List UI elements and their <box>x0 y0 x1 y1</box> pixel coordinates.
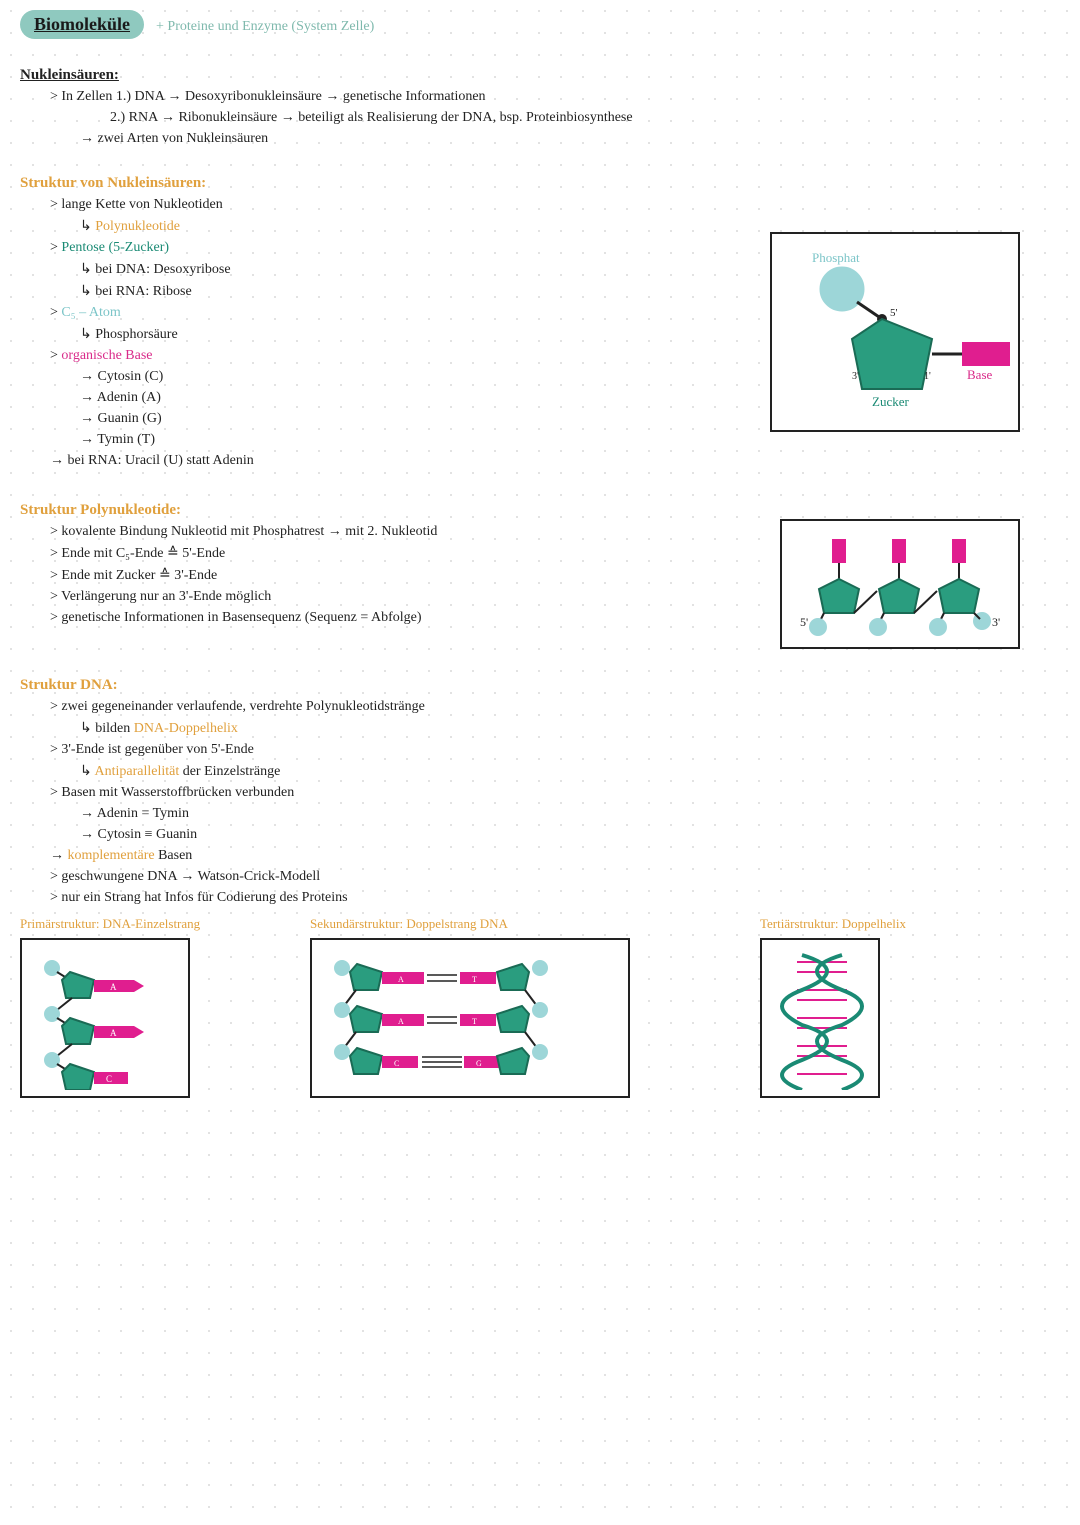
section-struktur-dna: Struktur DNA: > zwei gegeneinander verla… <box>20 677 1060 1098</box>
text-line: ↳ bei RNA: Ribose <box>80 283 750 300</box>
text-line: > geschwungene DNA → Watson-Crick-Modell <box>50 869 1060 885</box>
secondary-structure: Sekundärstruktur: Doppelstrang DNA A <box>310 916 730 1098</box>
svg-text:A: A <box>110 1028 117 1038</box>
text-line: → Tymin (T) <box>80 432 750 448</box>
text-line: → Cytosin (C) <box>80 369 750 385</box>
svg-text:C: C <box>106 1074 112 1084</box>
primary-svg: A A <box>32 950 182 1090</box>
text-line: ↳ Polynukleotide <box>80 218 750 235</box>
text-line: > C₅ – Atom <box>50 305 750 321</box>
text-line: ↳ bei DNA: Desoxyribose <box>80 261 750 278</box>
polynucleotide-diagram: 5' 3' <box>780 519 1020 649</box>
heading: Nukleinsäuren: <box>20 67 1060 84</box>
svg-text:Phosphat: Phosphat <box>812 250 860 265</box>
text-line: → Guanin (G) <box>80 411 750 427</box>
tertiary-structure: Tertiärstruktur: Doppelhelix <box>760 916 1020 1098</box>
section-nukleinsauren: Nukleinsäuren: > In Zellen 1.) DNA → Des… <box>20 67 1060 147</box>
text-line: → Adenin (A) <box>80 390 750 406</box>
text-line: → Cytosin ≡ Guanin <box>80 827 1060 843</box>
svg-text:T: T <box>472 1017 477 1026</box>
struct-title: Primärstruktur: DNA-Einzelstrang <box>20 916 280 932</box>
text-line: → bei RNA: Uracil (U) statt Adenin <box>50 453 750 469</box>
svg-text:5': 5' <box>800 615 808 629</box>
svg-text:A: A <box>398 1017 404 1026</box>
svg-text:A: A <box>398 975 404 984</box>
text-line: > genetische Informationen in Basenseque… <box>50 610 760 626</box>
svg-text:A: A <box>110 982 117 992</box>
svg-text:5': 5' <box>890 307 898 319</box>
section-struktur-nukleinsauren: Struktur von Nukleinsäuren: > lange Kett… <box>20 175 1060 474</box>
heading: Struktur von Nukleinsäuren: <box>20 175 1060 192</box>
text-line: > lange Kette von Nukleotiden <box>50 197 750 213</box>
helix-svg <box>772 950 872 1090</box>
text-line: ↳ bilden DNA-Doppelhelix <box>80 720 1060 737</box>
text-line: > Ende mit C₅-Ende ≙ 5'-Ende <box>50 545 760 562</box>
structure-diagrams-row: Primärstruktur: DNA-Einzelstrang A <box>20 916 1060 1098</box>
text-line: > kovalente Bindung Nukleotid mit Phosph… <box>50 524 760 540</box>
text-line: > zwei gegeneinander verlaufende, verdre… <box>50 699 1060 715</box>
struct-title: Sekundärstruktur: Doppelstrang DNA <box>310 916 730 932</box>
heading: Struktur DNA: <box>20 677 1060 694</box>
text-line: > Pentose (5-Zucker) <box>50 240 750 256</box>
section-polynukleotide: Struktur Polynukleotide: > kovalente Bin… <box>20 502 1060 649</box>
struct-title: Tertiärstruktur: Doppelhelix <box>760 916 1020 932</box>
heading: Struktur Polynukleotide: <box>20 502 1060 519</box>
text-line: > Ende mit Zucker ≙ 3'-Ende <box>50 567 760 584</box>
svg-text:3': 3' <box>852 371 859 382</box>
svg-text:Zucker: Zucker <box>872 394 909 409</box>
text-line: > nur ein Strang hat Infos für Codierung… <box>50 890 1060 906</box>
svg-text:Base: Base <box>967 367 993 382</box>
text-line: > Basen mit Wasserstoffbrücken verbunden <box>50 785 1060 801</box>
nucleotide-diagram: Phosphat 5' Zucker 3' 1' Base <box>770 232 1020 432</box>
svg-text:3': 3' <box>992 615 1000 629</box>
page-subtitle: + Proteine und Enzyme (System Zelle) <box>156 19 374 35</box>
text-line: > In Zellen 1.) DNA → Desoxyribonukleins… <box>50 89 1060 105</box>
svg-text:C: C <box>394 1059 399 1068</box>
text-line: → komplementäre Basen <box>50 848 1060 864</box>
text-line: ↳ Antiparallelität der Einzelstränge <box>80 763 1060 780</box>
text-line: ↳ Phosphorsäure <box>80 326 750 343</box>
text-line: > 3'-Ende ist gegenüber von 5'-Ende <box>50 742 1060 758</box>
nucleotide-svg: Phosphat 5' Zucker 3' 1' Base <box>782 244 1012 424</box>
text-line: > Verlängerung nur an 3'-Ende möglich <box>50 589 760 605</box>
secondary-svg: A A C <box>322 950 622 1090</box>
svg-text:G: G <box>476 1059 482 1068</box>
text-line: 2.) RNA → Ribonukleinsäure → beteiligt a… <box>110 110 1060 126</box>
page-header: Biomoleküle + Proteine und Enzyme (Syste… <box>20 10 1060 39</box>
svg-text:T: T <box>472 975 477 984</box>
primary-structure: Primärstruktur: DNA-Einzelstrang A <box>20 916 280 1098</box>
text-line: > organische Base <box>50 348 750 364</box>
text-line: → zwei Arten von Nukleinsäuren <box>80 131 1060 147</box>
polynucleotide-svg: 5' 3' <box>792 531 1012 641</box>
text-line: → Adenin = Tymin <box>80 806 1060 822</box>
svg-text:1': 1' <box>924 371 931 382</box>
page-title: Biomoleküle <box>20 10 144 39</box>
